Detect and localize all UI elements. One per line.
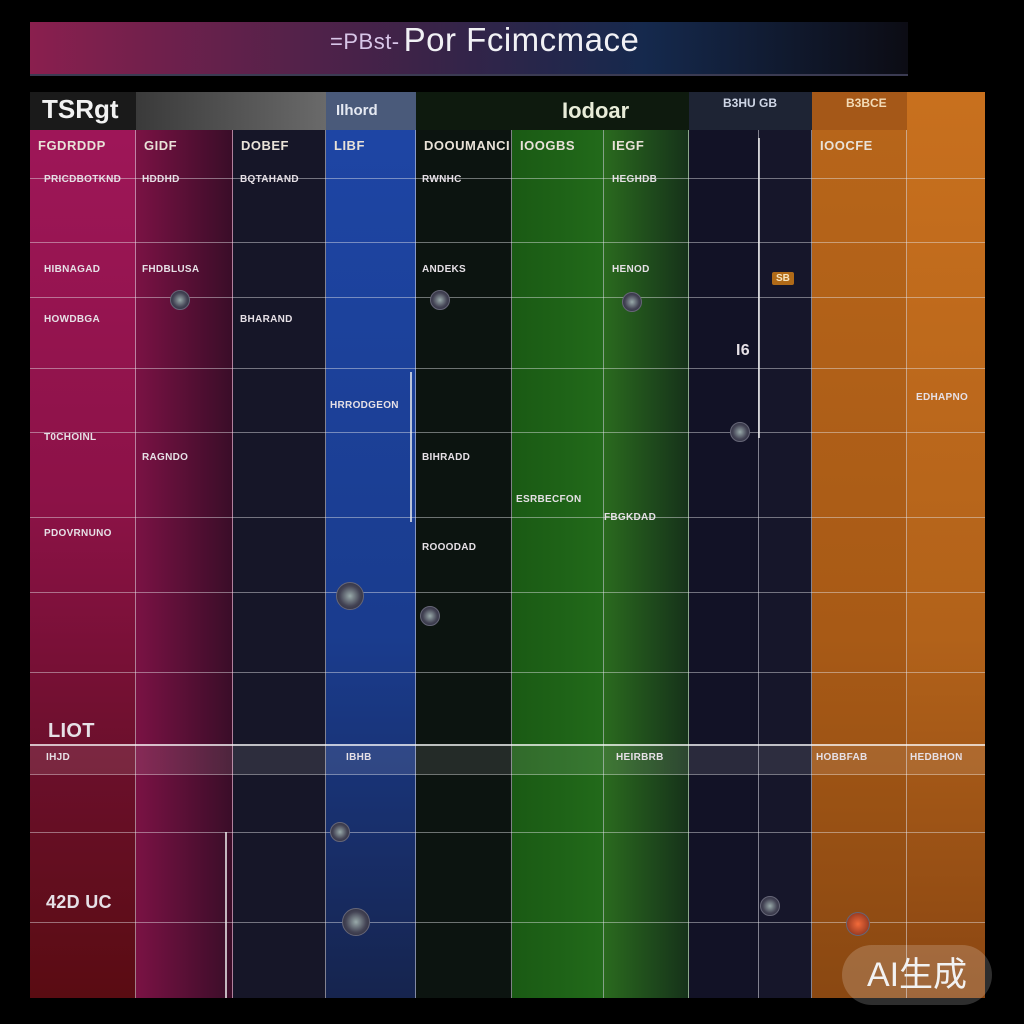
status-dot-icon — [330, 822, 350, 842]
cell: HIBNAGAD — [44, 264, 101, 275]
cell: FBGKDAD — [604, 512, 657, 523]
top-strip-center: Iodoar — [416, 92, 689, 130]
top-strip-tab[interactable]: Ilhord — [326, 92, 416, 130]
strip-right-b: B3BCE — [846, 96, 887, 110]
cell: PRICDBOTKND — [44, 174, 122, 185]
column-header: FGDRDDP — [38, 138, 106, 153]
cell: PDOVRNUNO — [44, 528, 112, 539]
column-header: IEGF — [612, 138, 645, 153]
cell: ESRBECFON — [516, 494, 582, 505]
status-badge: SB — [772, 272, 794, 285]
cell: ANDEKS — [422, 264, 467, 275]
column-11 — [907, 92, 985, 998]
top-strip-orange: B3BCE — [812, 92, 907, 130]
cell: HOWDBGA — [44, 314, 100, 325]
cell: FHDBLUSA — [142, 264, 200, 275]
cell: HEGHDB — [612, 174, 658, 185]
cell: RWNHC — [422, 174, 462, 185]
cell: BQTAHAND — [240, 174, 299, 185]
marker-tick — [225, 832, 227, 998]
column-6: IOOGBS — [512, 92, 604, 998]
band-cell: HOBBFAB — [816, 752, 868, 763]
ai-generated-watermark: AI生成 — [842, 945, 992, 1005]
column-header: DOBEF — [241, 138, 289, 153]
grid-line — [30, 432, 985, 433]
cell: HDDHD — [142, 174, 180, 185]
column-7: IEGF — [604, 92, 689, 998]
status-dot-icon — [846, 912, 870, 936]
cell: ROOODAD — [422, 542, 477, 553]
grid-line — [30, 178, 985, 179]
strip-right-a: B3HU GB — [723, 96, 778, 110]
cell: BHARAND — [240, 314, 293, 325]
band-cell: HEDBHON — [910, 752, 963, 763]
cell: I6 — [736, 342, 750, 359]
column-header: GIDF — [144, 138, 178, 153]
column-5: DOOUMANCI — [416, 92, 512, 998]
status-dot-icon — [170, 290, 190, 310]
status-dot-icon — [622, 292, 642, 312]
strip-center-label: Iodoar — [562, 98, 630, 123]
band-cell: IBHB — [346, 752, 372, 763]
band-cell: HEIRBRB — [616, 752, 664, 763]
column-header: IOOCFE — [820, 138, 873, 153]
column-2: GIDF — [136, 92, 233, 998]
cell: 42D UC — [46, 892, 112, 912]
grid-line — [30, 297, 985, 298]
column-header: DOOUMANCI — [424, 138, 511, 153]
summary-band — [30, 744, 985, 775]
status-dot-icon — [342, 908, 370, 936]
title-prefix: =PBst- — [330, 29, 400, 54]
cell: T0CHOINL — [44, 432, 97, 443]
grid-line — [30, 368, 985, 369]
status-dot-icon — [730, 422, 750, 442]
column-4: LIBF — [326, 92, 416, 998]
column-10: IOOCFE — [812, 92, 907, 998]
cell: RAGNDO — [142, 452, 189, 463]
marker-tick — [758, 138, 760, 438]
grid-line — [30, 922, 985, 923]
grid-line — [30, 242, 985, 243]
top-strip-right: B3HU GB — [689, 92, 812, 130]
cell: HENOD — [612, 264, 650, 275]
band-cell: IHJD — [46, 752, 70, 763]
status-dot-icon — [760, 896, 780, 916]
title-bar — [30, 22, 908, 76]
grid-line — [30, 517, 985, 518]
strip-left-label: TSRgt — [42, 94, 119, 124]
column-3: DOBEF — [233, 92, 326, 998]
column-9 — [759, 92, 812, 998]
cell: BIHRADD — [422, 452, 471, 463]
cell: LIOT — [48, 720, 95, 742]
grid-line — [30, 672, 985, 673]
title-text: Por Fcimcmace — [403, 21, 640, 58]
status-dot-icon — [336, 582, 364, 610]
page-title: =PBst- Por Fcimcmace — [330, 18, 639, 62]
cell: HRRODGEON — [330, 400, 399, 411]
column-header: IOOGBS — [520, 138, 576, 153]
top-strip-media — [136, 92, 326, 130]
grid-line — [30, 592, 985, 593]
performance-board: FGDRDDP GIDF DOBEF LIBF DOOUMANCI IOOGBS… — [30, 92, 985, 998]
column-header: LIBF — [334, 138, 365, 153]
column-8 — [689, 92, 759, 998]
cell: EDHAPNO — [916, 392, 969, 403]
status-dot-icon — [420, 606, 440, 626]
strip-tab-label: Ilhord — [336, 102, 378, 119]
grid-line — [30, 832, 985, 833]
marker-tick — [410, 372, 412, 522]
status-dot-icon — [430, 290, 450, 310]
column-1: FGDRDDP — [30, 92, 136, 998]
top-strip-left: TSRgt — [30, 92, 136, 130]
